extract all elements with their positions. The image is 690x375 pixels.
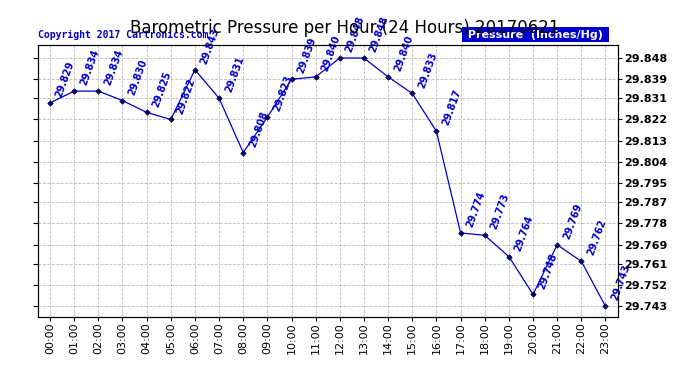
Text: 29.834: 29.834 <box>103 48 125 87</box>
Text: 29.817: 29.817 <box>441 88 463 127</box>
Text: 29.774: 29.774 <box>465 190 487 229</box>
Text: Pressure  (Inches/Hg): Pressure (Inches/Hg) <box>464 30 607 40</box>
Text: 29.840: 29.840 <box>393 34 415 73</box>
Text: 29.808: 29.808 <box>248 110 270 148</box>
Text: 29.834: 29.834 <box>79 48 101 87</box>
Text: 29.831: 29.831 <box>224 55 246 94</box>
Text: 29.822: 29.822 <box>175 76 197 115</box>
Text: Barometric Pressure per Hour (24 Hours) 20170621: Barometric Pressure per Hour (24 Hours) … <box>130 19 560 37</box>
Text: 29.848: 29.848 <box>368 15 391 54</box>
Text: 29.773: 29.773 <box>489 192 511 231</box>
Text: 29.839: 29.839 <box>296 36 318 75</box>
Text: 29.840: 29.840 <box>320 34 342 73</box>
Text: 29.769: 29.769 <box>562 202 584 241</box>
Text: 29.848: 29.848 <box>344 15 366 54</box>
Text: 29.762: 29.762 <box>586 219 608 257</box>
Text: 29.830: 29.830 <box>127 58 149 96</box>
Text: Copyright 2017 Cartronics.com: Copyright 2017 Cartronics.com <box>38 30 208 40</box>
Text: 29.764: 29.764 <box>513 214 535 252</box>
Text: 29.823: 29.823 <box>272 74 294 113</box>
Text: 29.843: 29.843 <box>199 27 221 66</box>
Text: 29.748: 29.748 <box>538 252 560 290</box>
Text: 29.825: 29.825 <box>151 69 173 108</box>
Text: 29.833: 29.833 <box>417 51 439 89</box>
Text: 29.829: 29.829 <box>55 60 77 99</box>
Text: 29.743: 29.743 <box>610 263 632 302</box>
